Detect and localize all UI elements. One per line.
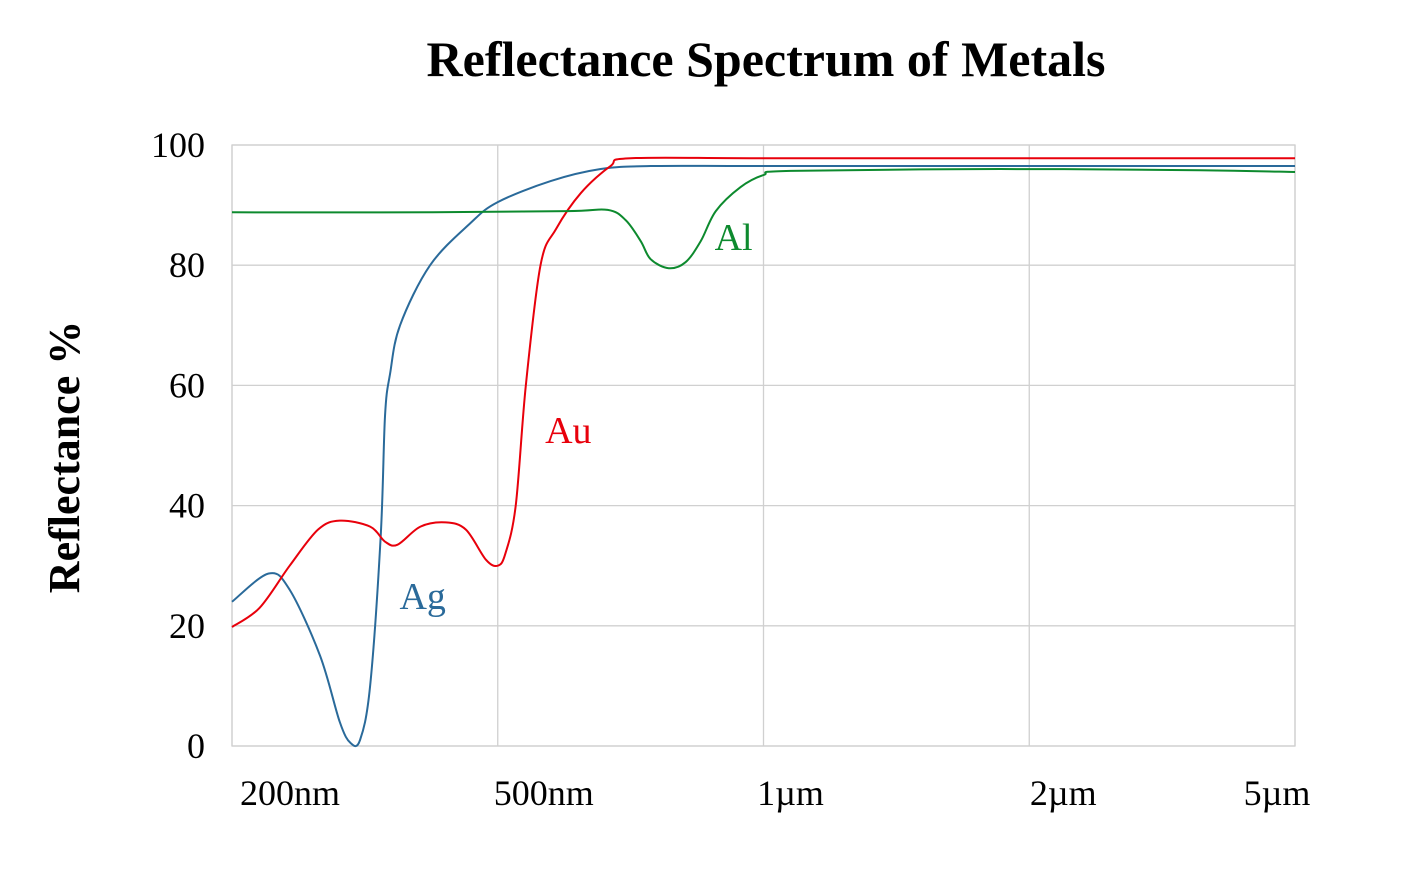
series-line-ag [231,164,1295,748]
plot-border [231,144,1296,747]
y-tick-label: 0 [187,726,205,766]
series-lines [231,156,1296,748]
y-tick-labels: 0 20 40 60 80 100 [151,125,205,766]
series-label-al: Al [715,217,753,259]
y-tick-label: 40 [169,486,205,526]
gridlines [231,144,1296,747]
chart-title: Reflectance Spectrum of Metals [427,31,1106,87]
x-tick-label: 2µm [1030,773,1097,813]
y-tick-label: 80 [169,245,205,285]
y-tick-label: 20 [169,606,205,646]
x-tick-label: 5µm [1244,773,1311,813]
series-labels: Ag Au Al [399,217,752,618]
y-axis-label: Reflectance % [40,321,89,593]
x-tick-label: 1µm [757,773,824,813]
series-label-ag: Ag [399,576,445,618]
x-tick-label: 200nm [240,773,340,813]
x-tick-labels: 200nm 500nm 1µm 2µm 5µm [240,773,1310,813]
series-line-au [231,156,1295,628]
series-label-au: Au [545,410,591,452]
y-tick-label: 60 [169,365,205,405]
x-tick-label: 500nm [494,773,594,813]
y-tick-label: 100 [151,125,205,165]
series-line-al [231,168,1296,270]
